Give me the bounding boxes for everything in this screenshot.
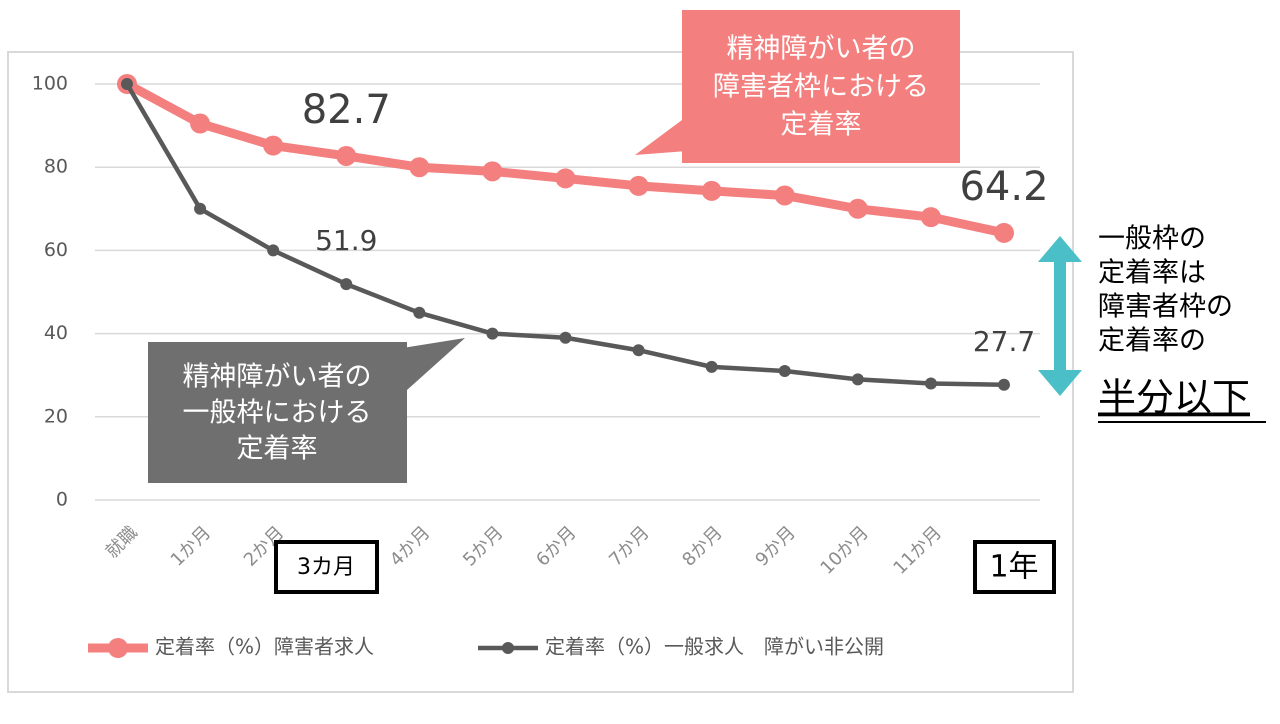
value-label: 64.2: [959, 164, 1048, 210]
legend-label: 定着率（%）一般求人 障がい非公開: [545, 635, 884, 659]
annotation-text: 定着率は: [1098, 258, 1206, 289]
point: [998, 378, 1010, 391]
callout-box: [682, 10, 960, 163]
point: [121, 78, 133, 90]
highlight-box: [973, 540, 1056, 594]
value-label: 82.7: [302, 87, 391, 133]
box-label: 3カ月: [297, 555, 355, 580]
legend: 定着率（%）障害者求人 定着率（%）一般求人 障がい非公開: [88, 635, 884, 659]
point: [778, 365, 791, 378]
highlight-box: [274, 540, 379, 594]
y-tick-label: 20: [44, 405, 68, 427]
point: [632, 344, 645, 357]
y-tick-label: 0: [56, 489, 68, 511]
point: [482, 161, 503, 182]
arrow-head: [1038, 236, 1082, 262]
annotation-text: 障害者枠の: [1098, 292, 1233, 323]
legend-marker: [108, 638, 128, 658]
annotation-text: 一般枠における: [183, 398, 372, 429]
point: [409, 157, 430, 178]
point: [555, 168, 576, 189]
point: [994, 222, 1014, 243]
point: [701, 180, 722, 201]
y-tick-label: 60: [44, 239, 68, 261]
point: [340, 278, 353, 291]
point: [847, 198, 868, 219]
annotation-text: 定着率: [781, 110, 862, 141]
point: [190, 113, 211, 134]
legend-marker: [502, 642, 514, 654]
point: [267, 244, 280, 257]
plot: 82.7 64.2 51.9 27.7: [117, 74, 1049, 391]
y-tick-label: 80: [44, 156, 68, 178]
point: [336, 145, 357, 166]
point: [774, 185, 795, 206]
annotation-text: 一般枠の: [1098, 224, 1206, 255]
point: [851, 373, 864, 386]
point: [924, 377, 937, 390]
callout-pointer: [390, 338, 465, 390]
point: [628, 175, 649, 196]
arrow-head: [1038, 370, 1082, 396]
value-label: 27.7: [973, 325, 1035, 358]
point: [920, 207, 941, 228]
callout-box: [148, 342, 407, 483]
double-arrow: [1038, 236, 1082, 396]
annotation-text: 定着率: [237, 434, 318, 465]
point: [486, 327, 499, 340]
annotation-text: 精神障がい者の: [183, 362, 372, 393]
callout-pointer: [635, 120, 700, 155]
point: [194, 202, 207, 215]
legend-label: 定着率（%）障害者求人: [155, 635, 374, 659]
value-label: 51.9: [315, 224, 377, 257]
point: [263, 135, 284, 156]
emphasis-text: 半分以下: [1098, 376, 1250, 420]
point: [559, 331, 572, 344]
point: [705, 360, 718, 373]
annotation-text: 精神障がい者の: [727, 34, 916, 65]
y-tick-label: 40: [44, 322, 68, 344]
box-label: 1年: [989, 550, 1038, 585]
annotation-text: 障害者枠における: [713, 72, 929, 103]
annotation-text: 定着率の: [1098, 326, 1206, 357]
point: [413, 306, 426, 319]
y-tick-label: 100: [32, 73, 68, 95]
